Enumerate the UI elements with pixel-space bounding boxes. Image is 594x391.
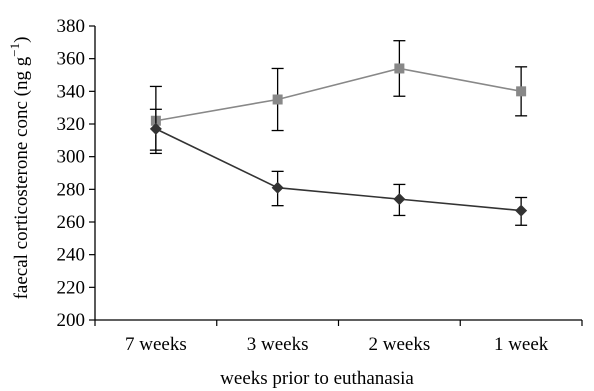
- series-2: [149, 108, 528, 226]
- series-1: [149, 40, 528, 155]
- series-line: [155, 67, 522, 122]
- data-point: [394, 63, 405, 74]
- y-axis-title-superscript: −1: [7, 43, 22, 57]
- y-tick-label: 280: [57, 179, 86, 200]
- y-axis-title-close: ): [11, 37, 32, 43]
- x-tick-label: 7 weeks: [125, 334, 187, 355]
- x-tick-label: 2 weeks: [369, 334, 431, 355]
- y-tick-label: 340: [57, 81, 86, 102]
- data-point: [272, 94, 283, 105]
- y-axis-title: faecal corticosterone conc (ng g−1): [7, 37, 32, 300]
- y-tick-label: 380: [57, 16, 86, 37]
- data-point: [271, 181, 284, 194]
- y-tick-label: 360: [57, 49, 86, 70]
- y-tick-label: 220: [57, 277, 86, 298]
- data-point: [149, 122, 162, 135]
- y-tick-label: 200: [57, 310, 86, 331]
- series-layer: [149, 40, 528, 226]
- y-tick-label: 260: [57, 212, 86, 233]
- series-line: [155, 128, 522, 212]
- x-tick-label: 1 week: [494, 334, 549, 355]
- axes: [94, 26, 582, 321]
- x-axis-ticks: 7 weeks 3 weeks 2 weeks 1 week: [94, 320, 583, 355]
- data-point: [516, 86, 527, 97]
- y-tick-label: 240: [57, 245, 86, 266]
- x-tick-label: 3 weeks: [247, 334, 309, 355]
- y-tick-label: 320: [57, 114, 86, 135]
- data-point: [515, 204, 528, 217]
- y-axis-ticks: 200 220 240 260 280 300 320 340 360 380: [57, 16, 95, 331]
- y-axis-title-main: faecal corticosterone conc (ng g: [11, 56, 32, 299]
- x-axis-title: weeks prior to euthanasia: [220, 368, 414, 389]
- y-tick-label: 300: [57, 147, 86, 168]
- data-point: [393, 193, 406, 206]
